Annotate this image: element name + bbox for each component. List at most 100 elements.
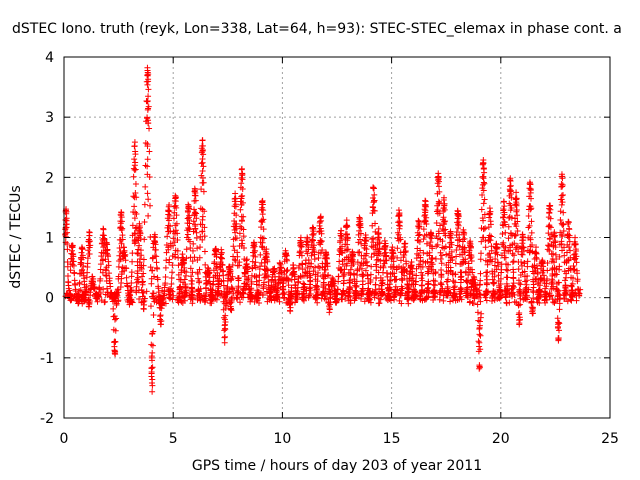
- data-point: [432, 268, 439, 275]
- data-point: [438, 252, 445, 259]
- data-point: [252, 293, 259, 300]
- data-point: [287, 304, 294, 311]
- data-point: [169, 296, 176, 303]
- data-point: [338, 249, 345, 256]
- data-point: [239, 176, 246, 183]
- data-point: [415, 263, 422, 270]
- data-point: [419, 282, 426, 289]
- data-point: [306, 291, 313, 298]
- data-point: [572, 234, 579, 241]
- data-point: [358, 295, 365, 302]
- data-point: [202, 295, 209, 302]
- data-point: [168, 281, 175, 288]
- data-point: [438, 271, 445, 278]
- data-point: [196, 278, 203, 285]
- data-point: [325, 272, 332, 279]
- data-point: [69, 258, 76, 265]
- data-point: [408, 275, 415, 282]
- data-point: [524, 263, 531, 270]
- data-point: [553, 255, 560, 262]
- data-point: [480, 166, 487, 173]
- data-point: [401, 266, 408, 273]
- data-point: [160, 294, 167, 301]
- data-point: [368, 236, 375, 243]
- data-point: [567, 247, 574, 254]
- data-point: [179, 257, 186, 264]
- data-point: [562, 282, 569, 289]
- data-point: [89, 280, 96, 287]
- data-point: [526, 222, 533, 229]
- data-point: [257, 251, 264, 258]
- data-point: [271, 286, 278, 293]
- data-point: [284, 267, 291, 274]
- data-point: [218, 255, 225, 262]
- data-point: [339, 261, 346, 268]
- data-point: [436, 199, 443, 206]
- data-point: [301, 283, 308, 290]
- data-point: [85, 287, 92, 294]
- chart-title: dSTEC Iono. truth (reyk, Lon=338, Lat=64…: [12, 21, 622, 37]
- data-point: [221, 339, 228, 346]
- data-point: [338, 235, 345, 242]
- data-point: [384, 273, 391, 280]
- data-point: [251, 298, 258, 305]
- data-point: [486, 236, 493, 243]
- data-point: [149, 364, 156, 371]
- data-point: [285, 282, 292, 289]
- data-point: [165, 288, 172, 295]
- data-point: [517, 281, 524, 288]
- data-point: [172, 247, 179, 254]
- data-point: [217, 266, 224, 273]
- data-point: [238, 293, 245, 300]
- data-point: [64, 273, 71, 280]
- data-point: [434, 174, 441, 181]
- data-point: [530, 295, 537, 302]
- data-point: [129, 299, 136, 306]
- data-point: [263, 266, 270, 273]
- data-point: [485, 288, 492, 295]
- data-point: [106, 275, 113, 282]
- data-point: [556, 263, 563, 270]
- data-point: [136, 227, 143, 234]
- data-point: [233, 287, 240, 294]
- data-point: [204, 272, 211, 279]
- data-point: [304, 264, 311, 271]
- data-point: [154, 276, 161, 283]
- data-point: [218, 249, 225, 256]
- data-point: [512, 215, 519, 222]
- data-point: [172, 222, 179, 229]
- data-point: [154, 265, 161, 272]
- data-point: [486, 205, 493, 212]
- data-point: [491, 262, 498, 269]
- data-point: [420, 249, 427, 256]
- data-point: [506, 299, 513, 306]
- data-point: [186, 226, 193, 233]
- data-point: [477, 298, 484, 305]
- data-point: [511, 240, 518, 247]
- data-point: [283, 268, 290, 275]
- data-point: [573, 297, 580, 304]
- data-point: [231, 247, 238, 254]
- data-point: [370, 184, 377, 191]
- data-point: [381, 260, 388, 267]
- data-point: [318, 217, 325, 224]
- data-point: [342, 295, 349, 302]
- data-point: [218, 278, 225, 285]
- data-point: [144, 156, 151, 163]
- data-point: [504, 267, 511, 274]
- data-point: [130, 173, 137, 180]
- data-point: [234, 253, 241, 260]
- data-point: [322, 266, 329, 273]
- data-point: [199, 179, 206, 186]
- data-point: [291, 299, 298, 306]
- data-point: [346, 286, 353, 293]
- data-point: [140, 270, 147, 277]
- data-point: [197, 297, 204, 304]
- data-point: [533, 254, 540, 261]
- data-point: [193, 229, 200, 236]
- data-point: [317, 225, 324, 232]
- data-point: [277, 269, 284, 276]
- x-tick-label: 5: [169, 431, 178, 447]
- data-point: [239, 192, 246, 199]
- data-point: [422, 203, 429, 210]
